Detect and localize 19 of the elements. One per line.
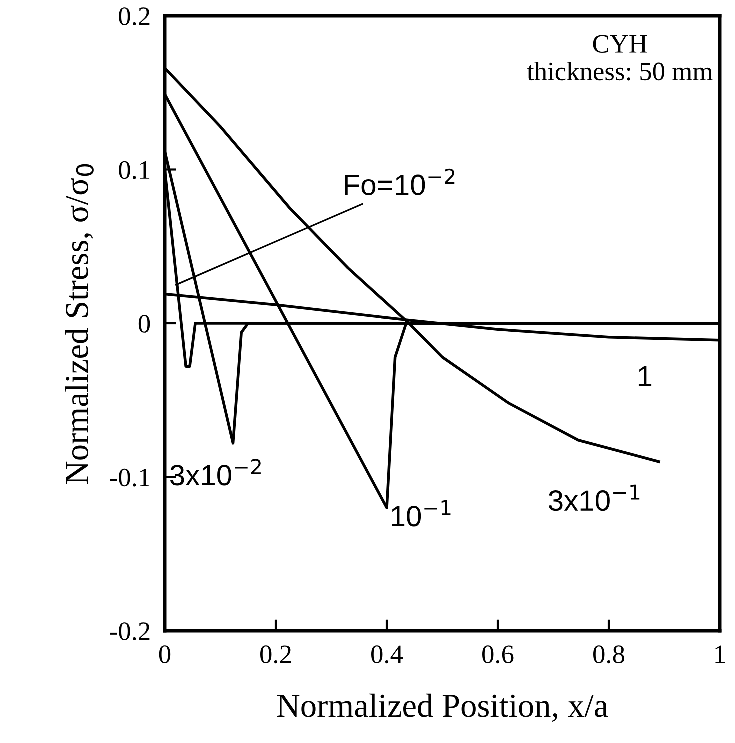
x-tick-label: 0 bbox=[159, 646, 171, 664]
y-axis-title: Normalized Stress, σ/σ$_{0}$ bbox=[65, 164, 94, 484]
annotation: 3x10$^{−1}$ bbox=[548, 484, 640, 512]
annotation: CYH thickness: 50 mm bbox=[527, 35, 713, 81]
annotation: 10$^{−1}$ bbox=[392, 500, 451, 527]
x-tick-label: 0.6 bbox=[482, 646, 514, 664]
y-tick-label: 0 bbox=[138, 315, 150, 333]
annotation: Fo=10$^{−2}$ bbox=[345, 168, 455, 196]
y-tick-label: -0.2 bbox=[110, 622, 150, 641]
y-tick-label: 0.1 bbox=[119, 161, 150, 180]
x-axis-title: Normalized Position, x/a bbox=[277, 694, 608, 722]
x-tick-label: 0.4 bbox=[372, 646, 404, 664]
x-tick-label: 1 bbox=[716, 646, 726, 664]
x-tick-label: 0.8 bbox=[594, 646, 624, 664]
annotation: 3x10$^{−2}$ bbox=[170, 459, 261, 486]
y-tick-label: 0.2 bbox=[119, 8, 150, 26]
y-tick-label: -0.1 bbox=[110, 468, 150, 487]
annotation: 1 bbox=[638, 366, 652, 387]
x-tick-label: 0.2 bbox=[260, 646, 292, 664]
